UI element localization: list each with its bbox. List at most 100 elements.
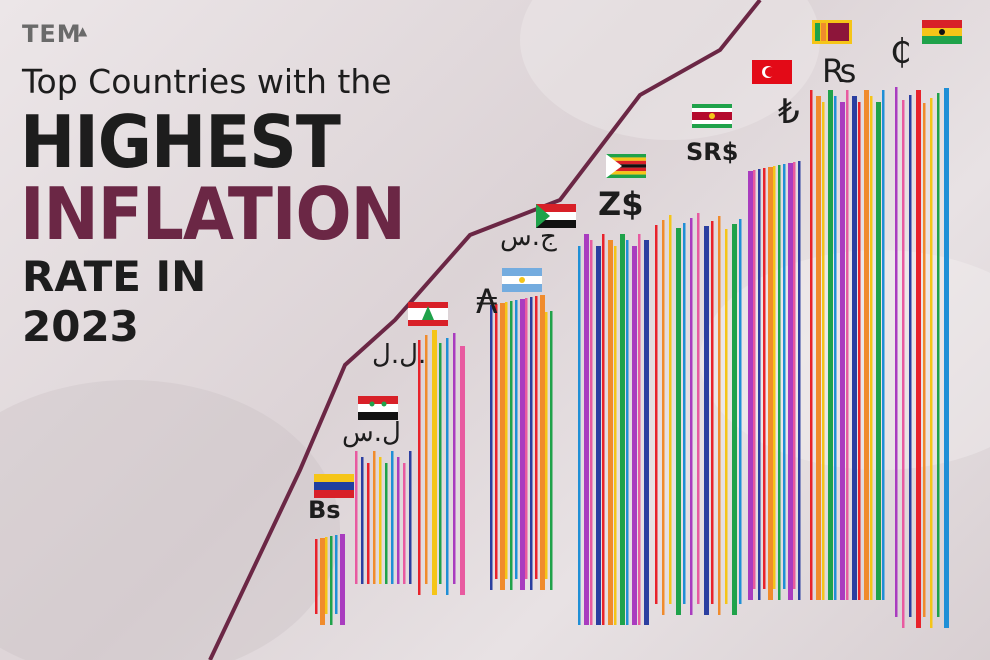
star-icon <box>709 113 715 119</box>
trend-line <box>208 0 762 660</box>
bar-line <box>315 539 318 614</box>
zimbabwe-flag <box>606 157 646 161</box>
bar-line <box>409 451 412 584</box>
brand-logo: TEM <box>22 20 82 48</box>
bar-line <box>773 166 776 589</box>
bar-line <box>550 311 553 590</box>
star-icon <box>369 401 375 407</box>
syria-flag <box>358 412 398 420</box>
bar-line <box>638 234 641 625</box>
bar-line <box>335 535 338 614</box>
bar-line <box>788 163 793 600</box>
zimbabwe-flag <box>606 174 646 178</box>
bar-line <box>718 216 721 615</box>
bar-line <box>425 335 428 584</box>
bar-line <box>584 234 589 625</box>
bar-line <box>739 219 742 604</box>
title-line-3: INFLATION <box>20 172 406 257</box>
bar-line <box>763 168 766 589</box>
currency-symbol-lebanon: ل.ل. <box>372 340 427 370</box>
bar-line <box>515 300 518 579</box>
bar-line <box>432 330 437 595</box>
venezuela-flag <box>314 482 354 490</box>
bar-line <box>361 457 364 584</box>
bar-line <box>669 215 672 604</box>
bar-line <box>768 167 773 600</box>
crescent-icon <box>765 67 775 77</box>
bar-line <box>545 312 548 579</box>
bar-line <box>439 343 442 584</box>
bar-line <box>828 90 833 600</box>
lebanon-flag <box>408 302 448 308</box>
star-icon <box>381 401 387 407</box>
currency-symbol-ghana: ₵ <box>890 32 912 72</box>
bar-line <box>676 228 681 615</box>
bar-line <box>614 246 617 625</box>
venezuela-flag <box>314 490 354 498</box>
argentina-flag <box>502 284 542 292</box>
bar-line <box>590 240 593 625</box>
sun-icon <box>519 277 525 283</box>
bar-line <box>822 102 825 600</box>
bar-line <box>460 346 465 595</box>
currency-symbol-venezuela: Bs <box>308 496 341 524</box>
syria-flag <box>358 404 398 412</box>
bar-line <box>816 96 821 600</box>
bar-line <box>355 451 358 584</box>
bar-line <box>379 457 382 584</box>
bar-line <box>732 224 737 615</box>
bar-line <box>320 538 325 625</box>
currency-symbol-sudan: ج.س <box>500 222 557 252</box>
currency-symbol-suriname: SR$ <box>686 138 739 166</box>
bar-line <box>391 451 394 584</box>
bar-line <box>753 170 756 589</box>
ghana-flag <box>922 20 962 28</box>
bar-line <box>662 220 665 615</box>
bar-line <box>895 87 898 617</box>
bar-line <box>325 537 328 614</box>
bar-line <box>758 169 761 600</box>
sri-lanka-flag <box>815 23 820 41</box>
bar-line <box>798 161 801 600</box>
currency-symbol-argentina: ₳ <box>476 282 498 322</box>
bar-line <box>909 95 912 617</box>
bar-line <box>602 234 605 625</box>
bar-line <box>810 90 813 600</box>
bar-line <box>608 240 613 625</box>
bar-line <box>510 301 513 590</box>
bar-line <box>778 165 781 600</box>
bar-line <box>846 90 849 600</box>
zimbabwe-flag <box>606 164 646 168</box>
ghana-flag <box>922 36 962 44</box>
bar-line <box>578 246 581 625</box>
bar-line <box>690 218 693 615</box>
bar-line <box>403 463 406 584</box>
currency-symbol-sri-lanka: ₨ <box>822 52 857 90</box>
bar-line <box>418 340 421 595</box>
bar-line <box>620 234 625 625</box>
currency-symbol-zimbabwe: Z$ <box>598 185 644 223</box>
bar-line <box>367 463 370 584</box>
bar-line <box>711 221 714 604</box>
bar-line <box>704 226 709 615</box>
suriname-flag <box>692 104 732 108</box>
title-line-5: 2023 <box>22 302 139 351</box>
sri-lanka-flag <box>828 23 849 41</box>
bar-line <box>596 246 601 625</box>
bar-line <box>882 90 885 600</box>
bar-line <box>783 164 786 589</box>
bar-line <box>725 229 728 604</box>
bar-line <box>446 338 449 595</box>
argentina-flag <box>502 268 542 276</box>
graduation-cap-icon: ▲ <box>78 24 88 38</box>
venezuela-flag <box>314 474 354 482</box>
bar-line <box>632 246 637 625</box>
bar-line <box>330 536 333 625</box>
zimbabwe-flag <box>606 154 646 158</box>
bar-line <box>490 305 493 590</box>
bar-line <box>340 534 345 625</box>
bar-line <box>373 451 376 584</box>
bar-line <box>535 296 538 579</box>
